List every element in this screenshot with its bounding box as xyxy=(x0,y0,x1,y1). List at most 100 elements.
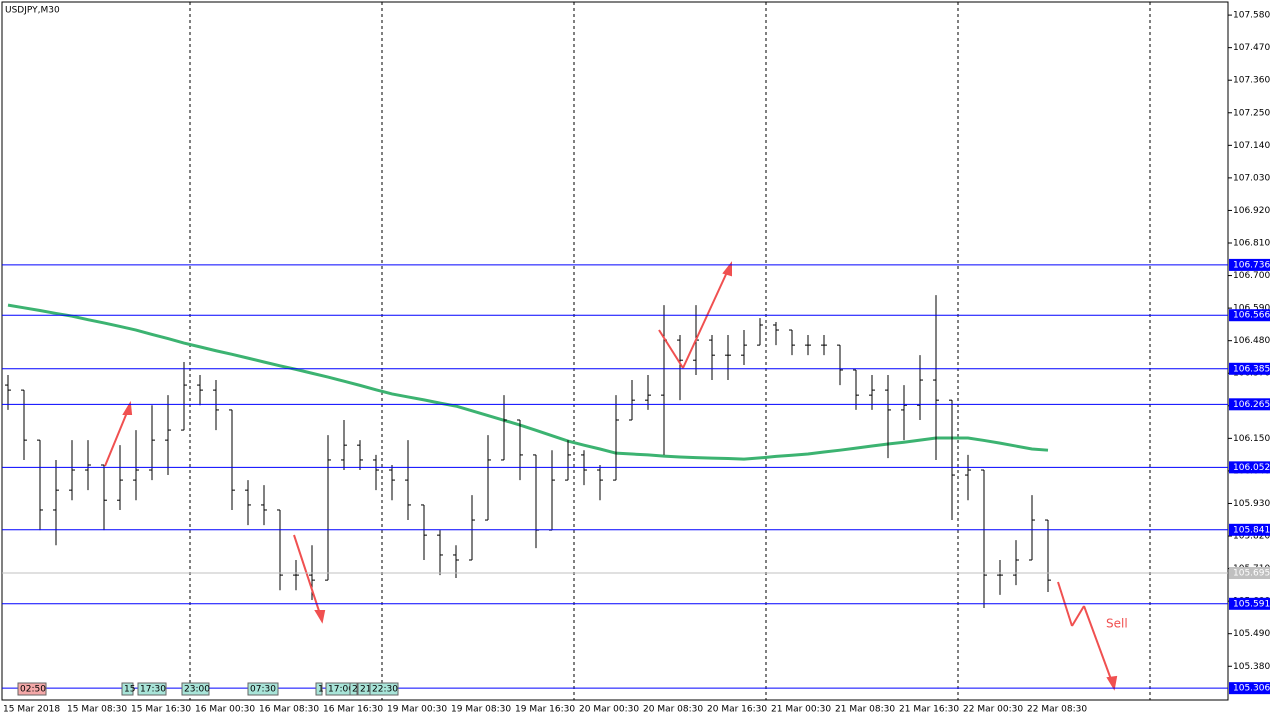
ohlc-bar xyxy=(853,369,859,410)
time-tag xyxy=(181,682,210,696)
ohlc-bar xyxy=(101,464,107,531)
ohlc-bar xyxy=(901,385,907,441)
ohlc-bar xyxy=(997,560,1003,595)
ohlc-bar xyxy=(117,445,123,510)
ohlc-bar xyxy=(613,395,619,481)
ohlc-bar xyxy=(277,509,283,591)
time-tag xyxy=(247,682,279,696)
ohlc-bar xyxy=(245,480,251,526)
ohlc-bar xyxy=(133,430,139,501)
x-tick-label: 22 Mar 08:30 xyxy=(1027,705,1087,715)
y-tick-label: 106.700 xyxy=(1233,271,1270,281)
y-tick-label: 106.480 xyxy=(1233,336,1270,346)
ohlc-bar xyxy=(197,375,203,406)
level-label: 106.385 xyxy=(1233,364,1270,374)
time-tag-label: 15 xyxy=(124,685,135,695)
ohlc-bar xyxy=(949,399,955,521)
moving-average xyxy=(7,303,1049,461)
x-tick-label: 20 Mar 08:30 xyxy=(643,705,703,715)
plot-frame xyxy=(1,1,1229,701)
x-tick-label: 21 Mar 16:30 xyxy=(899,705,959,715)
level-box xyxy=(1229,523,1270,536)
ohlc-bar xyxy=(789,329,795,356)
y-tick-label: 106.150 xyxy=(1233,434,1270,444)
ohlc-bar xyxy=(421,504,427,560)
arrow xyxy=(293,534,321,615)
current-price-label: 105.695 xyxy=(1233,569,1270,579)
y-tick-label: 106.920 xyxy=(1233,206,1270,216)
ohlc-bar xyxy=(53,459,59,546)
level-label: 106.052 xyxy=(1233,463,1270,473)
ohlc-bar xyxy=(725,335,731,381)
x-tick-label: 21 Mar 00:30 xyxy=(771,705,831,715)
x-tick-label: 22 Mar 00:30 xyxy=(963,705,1023,715)
x-tick-label: 15 Mar 2018 xyxy=(3,705,60,715)
time-tag xyxy=(137,682,167,696)
arrows xyxy=(104,261,1118,691)
arrow xyxy=(1083,605,1113,683)
time-tag-label: 02:50 xyxy=(20,685,46,695)
ohlc-bar xyxy=(437,530,443,576)
ohlc-bar xyxy=(837,344,843,386)
y-tick-label: 106.810 xyxy=(1233,239,1270,249)
level-box xyxy=(1229,258,1270,271)
ohlc-bar xyxy=(965,454,971,501)
ohlc-bar xyxy=(293,560,299,591)
ohlc-bar xyxy=(677,335,683,401)
ohlc-bar xyxy=(69,440,75,501)
ohlc-bar xyxy=(229,409,235,510)
y-tick-label: 105.820 xyxy=(1233,532,1270,542)
x-tick-label: 19 Mar 08:30 xyxy=(451,705,511,715)
ohlc-bar xyxy=(469,495,475,561)
y-tick-label: 107.140 xyxy=(1233,141,1270,151)
y-tick-label: 107.360 xyxy=(1233,76,1270,86)
level-box xyxy=(1229,682,1270,695)
ohlc-bar xyxy=(517,419,523,481)
arrow-head xyxy=(122,400,133,415)
ohlc-bar xyxy=(405,440,411,521)
arrow-head xyxy=(722,261,732,277)
y-tick-label: 107.030 xyxy=(1233,173,1270,183)
time-tag xyxy=(315,682,323,696)
ohlc-bar xyxy=(85,440,91,491)
ohlc-bar xyxy=(757,318,763,346)
time-tag-label: 2 xyxy=(352,685,358,695)
arrow xyxy=(682,269,729,369)
y-tick-label: 105.490 xyxy=(1233,629,1270,639)
y-tick-label: 105.380 xyxy=(1233,662,1270,672)
ohlc-bar xyxy=(165,395,171,476)
x-tick-label: 15 Mar 16:30 xyxy=(131,705,191,715)
y-tick-label: 105.930 xyxy=(1233,499,1270,509)
y-tick-label: 106.590 xyxy=(1233,304,1270,314)
ohlc-bar xyxy=(821,335,827,356)
time-tag-label: 22:30 xyxy=(372,685,398,695)
chart-title: USDJPY,M30 xyxy=(5,6,60,16)
ohlc-bar xyxy=(325,435,331,581)
level-label: 106.265 xyxy=(1233,400,1270,410)
x-tick-label: 16 Mar 08:30 xyxy=(259,705,319,715)
arrow xyxy=(658,329,684,369)
time-tag-label: 23:00 xyxy=(184,685,210,695)
time-tag-label: 21 xyxy=(360,685,371,695)
ohlc-bar xyxy=(341,420,347,471)
level-label: 105.306 xyxy=(1233,684,1270,694)
level-box xyxy=(1229,461,1270,474)
time-tag-label: 17:30 xyxy=(140,685,166,695)
ohlc-bar xyxy=(389,464,395,501)
ohlc-bar xyxy=(37,439,43,531)
ohlc-bar xyxy=(773,322,779,346)
annotation: Sell xyxy=(1106,617,1128,631)
arrow xyxy=(1071,605,1085,627)
ohlc-bar xyxy=(213,380,219,431)
time-tag-label: 07:30 xyxy=(250,685,276,695)
ohlc-bar xyxy=(21,389,27,460)
ohlc-bar xyxy=(1029,495,1035,561)
level-label: 105.591 xyxy=(1233,599,1270,609)
time-tag xyxy=(369,682,399,696)
ohlc-bar xyxy=(1045,519,1051,592)
ohlc-bar xyxy=(709,335,715,381)
y-tick-label: 107.580 xyxy=(1233,11,1270,21)
ohlc-bar xyxy=(597,464,603,501)
level-box xyxy=(1229,398,1270,411)
